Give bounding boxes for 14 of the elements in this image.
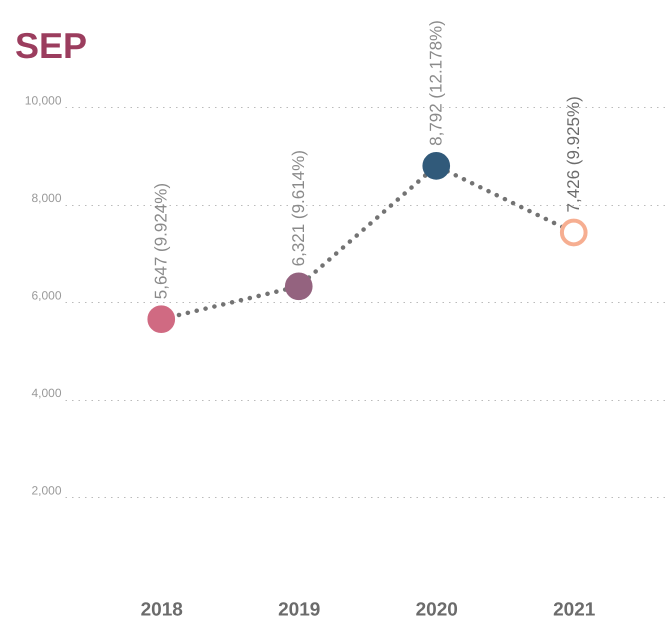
x-tick-label: 2019: [278, 600, 320, 620]
y-tick-label: 4,000: [31, 386, 62, 400]
y-tick-label: 10,000: [24, 94, 62, 108]
y-tick-label: 2,000: [31, 484, 62, 498]
chart-title: SEP: [15, 25, 88, 66]
y-tick-label: 6,000: [31, 288, 62, 302]
data-label: 8,792 (12.178%): [426, 20, 446, 146]
data-label: 6,321 (9.614%): [288, 150, 308, 266]
x-tick-label: 2021: [553, 600, 596, 620]
x-tick-label: 2018: [140, 600, 183, 620]
data-label: 5,647 (9.924%): [151, 182, 170, 300]
data-label: 7,426 (9.925%): [564, 96, 583, 212]
y-tick-label: 8,000: [31, 191, 62, 205]
x-tick-label: 2020: [416, 600, 458, 620]
